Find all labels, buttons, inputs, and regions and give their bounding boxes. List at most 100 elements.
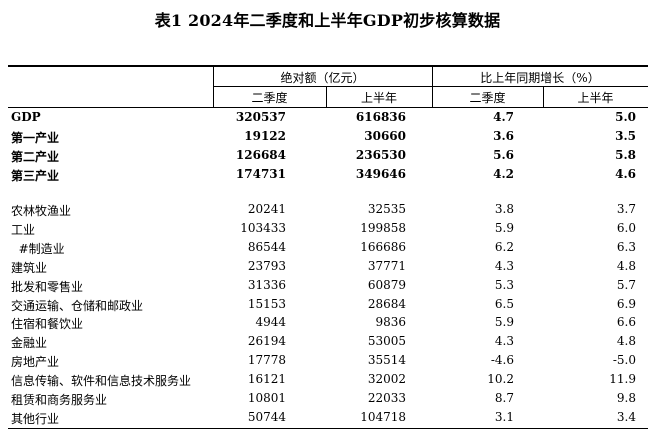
bottom-rule xyxy=(8,428,648,429)
h1-value: 28684 xyxy=(367,296,406,311)
q2-value: 17778 xyxy=(247,353,286,368)
q2-growth: 4.3 xyxy=(494,258,514,273)
q2-growth: 3.1 xyxy=(494,409,514,424)
h1-growth: 4.8 xyxy=(616,258,636,273)
table-row: 金融业 26194 53005 4.3 4.8 xyxy=(8,332,648,351)
table-row: 第三产业 174731 349646 4.2 4.6 xyxy=(8,165,648,184)
header-bottom-rule xyxy=(8,107,648,108)
h1-value: 349646 xyxy=(355,166,406,181)
h1-value: 104718 xyxy=(360,409,406,424)
h1-value: 32002 xyxy=(367,372,406,387)
header-divider xyxy=(543,87,544,107)
q2-growth: 5.3 xyxy=(494,277,514,292)
h1-growth: 4.8 xyxy=(616,334,636,349)
table-row: 房地产业 17778 35514 -4.6 -5.0 xyxy=(8,351,648,370)
row-name: 建筑业 xyxy=(11,260,48,275)
q2-value: 4944 xyxy=(255,315,286,330)
row-name: #制造业 xyxy=(11,241,65,256)
h1-growth: 6.3 xyxy=(616,239,636,254)
q2-growth: 3.8 xyxy=(494,202,514,216)
q2-growth: 5.6 xyxy=(493,147,514,162)
q2-growth: 5.9 xyxy=(494,220,514,235)
q2-value: 19122 xyxy=(244,128,286,143)
h1-value: 60879 xyxy=(367,277,406,292)
q2-value: 31336 xyxy=(247,277,286,292)
q2-value: 50744 xyxy=(247,409,286,424)
header-growth-group: 比上年同期增长（%） xyxy=(480,71,600,85)
table-row: 信息传输、软件和信息技术服务业 16121 32002 10.2 11.9 xyxy=(8,370,648,389)
table-row: GDP 320537 616836 4.7 5.0 xyxy=(8,108,648,127)
q2-growth: 4.3 xyxy=(494,334,514,349)
row-name: 交通运输、仓储和邮政业 xyxy=(11,298,144,313)
row-name: 批发和零售业 xyxy=(11,279,84,294)
q2-value: 10801 xyxy=(247,391,286,405)
h1-value: 616836 xyxy=(355,110,406,124)
table-row: 其他行业 50744 104718 3.1 3.4 xyxy=(8,408,648,427)
q2-growth: 10.2 xyxy=(487,372,514,387)
header-divider xyxy=(326,87,327,107)
h1-growth: 11.9 xyxy=(609,372,636,387)
table-row: 建筑业 23793 37771 4.3 4.8 xyxy=(8,257,648,276)
table-row: 工业 103433 199858 5.9 6.0 xyxy=(8,219,648,238)
h1-value: 35514 xyxy=(367,353,406,368)
h1-value: 22033 xyxy=(367,391,406,405)
q2-value: 26194 xyxy=(247,334,286,349)
header-mid-rule xyxy=(213,86,648,87)
q2-growth: 3.6 xyxy=(493,128,514,143)
h1-growth: 6.0 xyxy=(616,220,636,235)
h1-value: 37771 xyxy=(367,258,406,273)
row-name: 其他行业 xyxy=(11,411,60,426)
h1-growth: 3.5 xyxy=(615,128,636,143)
table-row: 住宿和餐饮业 4944 9836 5.9 6.6 xyxy=(8,313,648,332)
header-h1-growth: 上半年 xyxy=(577,91,614,105)
h1-growth: 5.0 xyxy=(615,110,636,124)
q2-growth: 5.9 xyxy=(494,315,514,330)
table-row: 租赁和商务服务业 10801 22033 8.7 9.8 xyxy=(8,389,648,408)
header-q2-growth: 二季度 xyxy=(469,91,506,105)
table-title: 表1 2024年二季度和上半年GDP初步核算数据 xyxy=(154,11,501,30)
q2-value: 23793 xyxy=(247,258,286,273)
h1-growth: 6.9 xyxy=(616,296,636,311)
h1-value: 166686 xyxy=(360,239,406,254)
q2-growth: 4.7 xyxy=(493,110,514,124)
h1-growth: 5.8 xyxy=(615,147,636,162)
h1-value: 9836 xyxy=(375,315,406,330)
row-name: 金融业 xyxy=(11,336,48,351)
h1-growth: -5.0 xyxy=(612,353,636,368)
header-h1: 上半年 xyxy=(360,91,397,105)
row-name: 第二产业 xyxy=(11,149,60,164)
table-row: 交通运输、仓储和邮政业 15153 28684 6.5 6.9 xyxy=(8,295,648,314)
h1-value: 32535 xyxy=(367,202,406,216)
q2-value: 86544 xyxy=(247,239,286,254)
h1-value: 30660 xyxy=(364,128,406,143)
row-name: 信息传输、软件和信息技术服务业 xyxy=(11,374,192,389)
h1-growth: 3.7 xyxy=(616,202,636,216)
q2-value: 20241 xyxy=(247,202,286,216)
q2-value: 16121 xyxy=(247,372,286,387)
h1-growth: 6.6 xyxy=(616,315,636,330)
q2-growth: -4.6 xyxy=(490,353,514,368)
q2-growth: 8.7 xyxy=(494,391,514,405)
table-row: 农林牧渔业 20241 32535 3.8 3.7 xyxy=(8,200,648,219)
h1-value: 236530 xyxy=(355,147,406,162)
top-rule xyxy=(8,65,648,67)
table-row: 第二产业 126684 236530 5.6 5.8 xyxy=(8,146,648,165)
header-q2: 二季度 xyxy=(251,91,288,105)
header-absolute-group: 绝对额（亿元） xyxy=(280,71,365,85)
q2-growth: 6.5 xyxy=(494,296,514,311)
q2-value: 103433 xyxy=(240,220,286,235)
row-name: 住宿和餐饮业 xyxy=(11,317,84,332)
table-row: 第一产业 19122 30660 3.6 3.5 xyxy=(8,127,648,146)
row-name: 农林牧渔业 xyxy=(11,204,72,218)
h1-growth: 9.8 xyxy=(616,391,636,405)
q2-growth: 6.2 xyxy=(494,239,514,254)
h1-value: 53005 xyxy=(367,334,406,349)
q2-growth: 4.2 xyxy=(493,166,514,181)
row-name: 工业 xyxy=(11,222,36,237)
row-name: GDP xyxy=(11,110,41,124)
h1-growth: 4.6 xyxy=(615,166,636,181)
q2-value: 320537 xyxy=(235,110,286,124)
q2-value: 126684 xyxy=(235,147,286,162)
h1-value: 199858 xyxy=(360,220,406,235)
q2-value: 15153 xyxy=(247,296,286,311)
